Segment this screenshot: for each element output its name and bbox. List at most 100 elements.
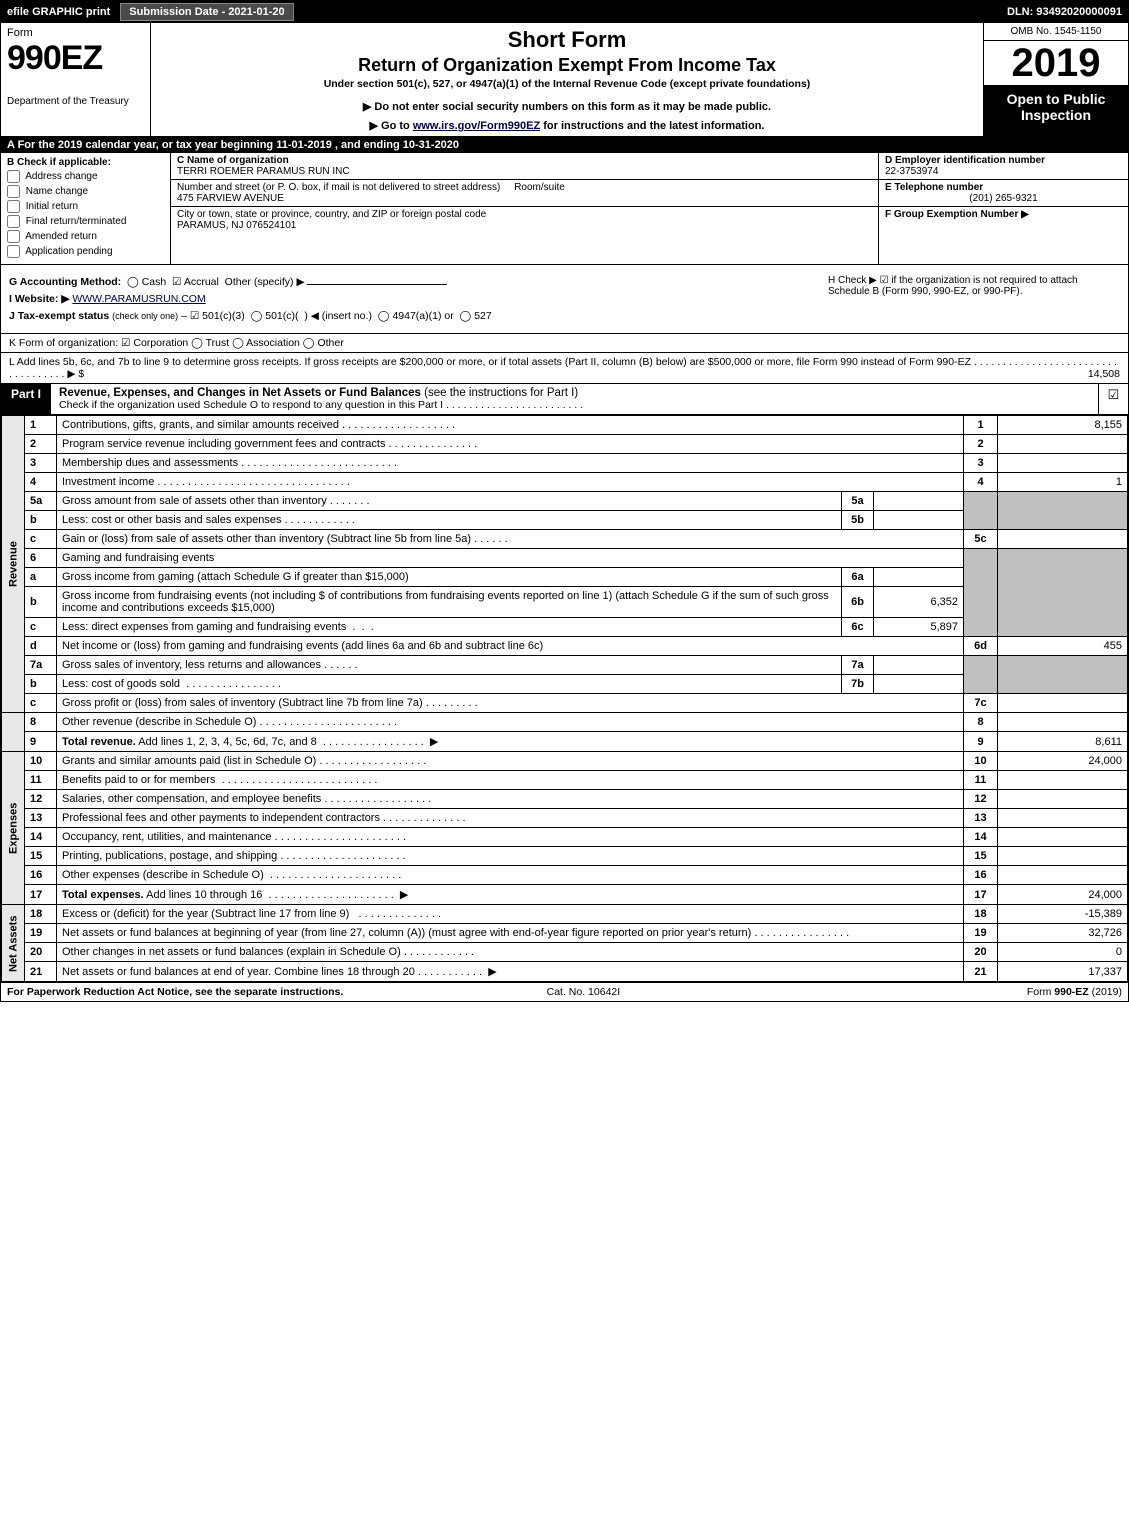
part1-title: Revenue, Expenses, and Changes in Net As…	[51, 384, 1098, 414]
line-i-label: I Website: ▶	[9, 293, 69, 305]
period-begin: 11-01-2019	[276, 139, 332, 151]
shade-6	[964, 549, 998, 637]
row-13: 13 Professional fees and other payments …	[2, 809, 1128, 828]
row-6c: c Less: direct expenses from gaming and …	[2, 618, 1128, 637]
box-b-label: B Check if applicable:	[7, 157, 164, 168]
row-19: 19 Net assets or fund balances at beginn…	[2, 924, 1128, 943]
box-d: D Employer identification number 22-3753…	[879, 153, 1128, 180]
line-l-text: L Add lines 5b, 6c, and 7b to line 9 to …	[9, 356, 1117, 380]
city: PARAMUS, NJ 076524101	[177, 220, 296, 231]
footer-formno: Form 990-EZ (2019)	[1027, 986, 1122, 998]
part1-tag: Part I	[1, 384, 51, 414]
chk-initial-return[interactable]: Initial return	[7, 200, 164, 213]
chk-address-change[interactable]: Address change	[7, 170, 164, 183]
line-g-label: G Accounting Method:	[9, 276, 121, 288]
row-5c: c Gain or (loss) from sale of assets oth…	[2, 530, 1128, 549]
vtab-revenue: Revenue	[2, 416, 25, 713]
header-left: Form 990EZ Department of the Treasury	[1, 23, 151, 136]
line-g: G Accounting Method: ◯ Cash ☑ Accrual Ot…	[9, 276, 820, 288]
part1-schedule-o-check[interactable]: ☑	[1098, 384, 1128, 414]
box-c: C Name of organization TERRI ROEMER PARA…	[171, 153, 878, 264]
part1-bar: Part I Revenue, Expenses, and Changes in…	[1, 384, 1128, 415]
chk-application-pending[interactable]: Application pending	[7, 245, 164, 258]
box-f: F Group Exemption Number ▶	[879, 207, 1128, 222]
row-5a: 5a Gross amount from sale of assets othe…	[2, 492, 1128, 511]
row-21: 21 Net assets or fund balances at end of…	[2, 962, 1128, 982]
form-number: 990EZ	[7, 39, 144, 78]
row-2: 2 Program service revenue including gove…	[2, 435, 1128, 454]
ein-label: D Employer identification number	[885, 155, 1122, 166]
org-name: TERRI ROEMER PARAMUS RUN INC	[177, 166, 350, 177]
box-def: D Employer identification number 22-3753…	[878, 153, 1128, 264]
row-18: Net Assets 18 Excess or (deficit) for th…	[2, 905, 1128, 924]
row-7b: b Less: cost of goods sold . . . . . . .…	[2, 675, 1128, 694]
row-20: 20 Other changes in net assets or fund b…	[2, 943, 1128, 962]
form-page: efile GRAPHIC print Submission Date - 20…	[0, 0, 1129, 1002]
room-label: Room/suite	[514, 182, 565, 193]
footer-catno: Cat. No. 10642I	[547, 986, 621, 998]
row-11: 11 Benefits paid to or for members . . .…	[2, 771, 1128, 790]
row-6b: b Gross income from fundraising events (…	[2, 587, 1128, 618]
row-6a: a Gross income from gaming (attach Sched…	[2, 568, 1128, 587]
lines-ghij: G Accounting Method: ◯ Cash ☑ Accrual Ot…	[1, 265, 1128, 333]
accounting-other-input[interactable]	[307, 284, 447, 285]
street: 475 FARVIEW AVENUE	[177, 193, 284, 204]
efile-label: efile GRAPHIC print	[1, 6, 116, 18]
chk-name-change[interactable]: Name change	[7, 185, 164, 198]
row-5b: b Less: cost or other basis and sales ex…	[2, 511, 1128, 530]
row-16: 16 Other expenses (describe in Schedule …	[2, 866, 1128, 885]
org-name-label: C Name of organization	[177, 155, 289, 166]
subtitle-under-section: Under section 501(c), 527, or 4947(a)(1)…	[159, 78, 975, 90]
shade-7	[964, 656, 998, 694]
shade-5	[964, 492, 998, 530]
header-center: Short Form Return of Organization Exempt…	[151, 23, 983, 136]
row-3: 3 Membership dues and assessments . . . …	[2, 454, 1128, 473]
period-mid: , and ending	[332, 139, 403, 151]
part1-sub: Check if the organization used Schedule …	[59, 399, 1090, 411]
city-label: City or town, state or province, country…	[177, 209, 486, 220]
box-e: E Telephone number (201) 265-9321	[879, 180, 1128, 207]
city-row: City or town, state or province, country…	[171, 207, 878, 233]
line-l: L Add lines 5b, 6c, and 7b to line 9 to …	[1, 352, 1128, 384]
omb-number: OMB No. 1545-1150	[984, 23, 1128, 41]
entity-block: B Check if applicable: Address change Na…	[1, 153, 1128, 265]
chk-amended-return[interactable]: Amended return	[7, 230, 164, 243]
ghij-left: G Accounting Method: ◯ Cash ☑ Accrual Ot…	[9, 271, 820, 327]
org-name-row: C Name of organization TERRI ROEMER PARA…	[171, 153, 878, 180]
website-link[interactable]: WWW.PARAMUSRUN.COM	[72, 293, 205, 305]
line-a-period: A For the 2019 calendar year, or tax yea…	[1, 137, 1128, 153]
period-label: A For the 2019 calendar year, or tax yea…	[7, 139, 276, 151]
part1-table: Revenue 1 Contributions, gifts, grants, …	[1, 415, 1128, 982]
vtab-netassets: Net Assets	[2, 905, 25, 982]
header-right: OMB No. 1545-1150 2019 Open to Public In…	[983, 23, 1128, 136]
row-15: 15 Printing, publications, postage, and …	[2, 847, 1128, 866]
vtab-expenses: Expenses	[2, 752, 25, 905]
footer-paperwork: For Paperwork Reduction Act Notice, see …	[7, 986, 343, 998]
note-goto-irs: ▶ Go to www.irs.gov/Form990EZ for instru…	[159, 119, 975, 132]
row-4: 4 Investment income . . . . . . . . . . …	[2, 473, 1128, 492]
row-1: Revenue 1 Contributions, gifts, grants, …	[2, 416, 1128, 435]
row-8: 8 Other revenue (describe in Schedule O)…	[2, 713, 1128, 732]
tel-value: (201) 265-9321	[885, 193, 1122, 204]
line-l-amount: 14,508	[1088, 368, 1120, 380]
irs-link[interactable]: www.irs.gov/Form990EZ	[413, 120, 540, 132]
line-k-text: K Form of organization: ☑ Corporation ◯ …	[9, 337, 344, 349]
efile-topbar: efile GRAPHIC print Submission Date - 20…	[1, 1, 1128, 23]
row-9: 9 Total revenue. Add lines 1, 2, 3, 4, 5…	[2, 732, 1128, 752]
line-k: K Form of organization: ☑ Corporation ◯ …	[1, 333, 1128, 352]
box-b: B Check if applicable: Address change Na…	[1, 153, 171, 264]
tel-label: E Telephone number	[885, 182, 1122, 193]
ein-value: 22-3753974	[885, 166, 1122, 177]
line-i: I Website: ▶ WWW.PARAMUSRUN.COM	[9, 293, 820, 305]
form-word: Form	[7, 27, 144, 39]
row-6d: d Net income or (loss) from gaming and f…	[2, 637, 1128, 656]
row-10: Expenses 10 Grants and similar amounts p…	[2, 752, 1128, 771]
title-return-exempt: Return of Organization Exempt From Incom…	[159, 55, 975, 76]
tax-year: 2019	[984, 41, 1128, 85]
chk-final-return[interactable]: Final return/terminated	[7, 215, 164, 228]
note-no-ssn: ▶ Do not enter social security numbers o…	[159, 100, 975, 113]
street-label: Number and street (or P. O. box, if mail…	[177, 182, 500, 193]
row-7a: 7a Gross sales of inventory, less return…	[2, 656, 1128, 675]
submission-date: Submission Date - 2021-01-20	[120, 3, 293, 21]
row-14: 14 Occupancy, rent, utilities, and maint…	[2, 828, 1128, 847]
